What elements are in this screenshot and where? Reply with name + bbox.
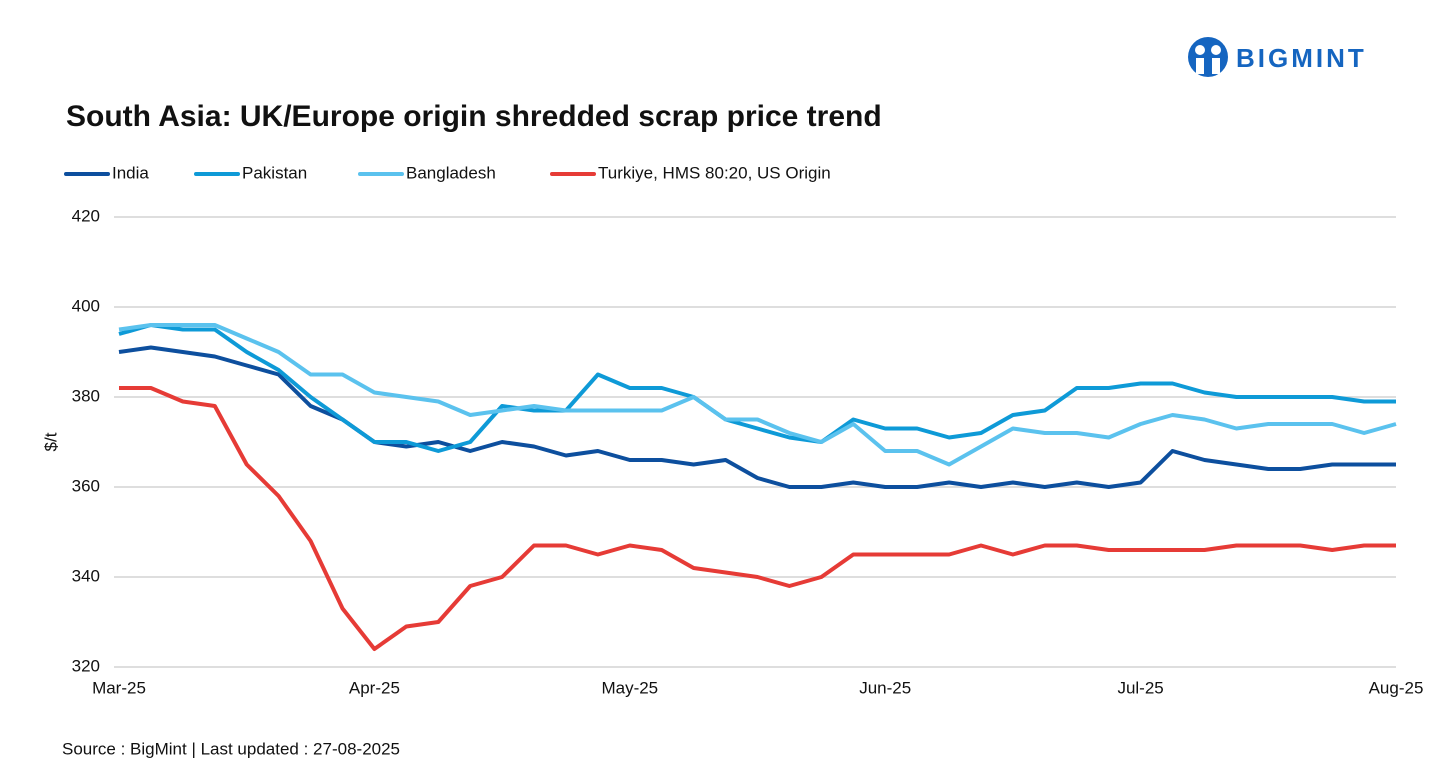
y-tick-label: 380 [72, 386, 100, 405]
y-tick-label: 340 [72, 566, 100, 585]
x-tick-label: Jun-25 [859, 678, 911, 697]
series-line [118, 323, 1396, 453]
series-line [118, 345, 1396, 489]
x-tick-label: May-25 [601, 678, 658, 697]
x-tick-label: Jul-25 [1117, 678, 1163, 697]
source: Source : BigMint | Last updated : 27-08-… [62, 739, 400, 758]
x-tick-label: Aug-25 [1369, 678, 1424, 697]
x-tick-label: Mar-25 [92, 678, 146, 697]
y-tick-label: 420 [72, 206, 100, 225]
x-tick-label: Apr-25 [349, 678, 400, 697]
y-tick-label: 400 [72, 296, 100, 315]
legend-label: Pakistan [242, 163, 307, 182]
y-axis-label: $/t [41, 432, 60, 451]
legend-label: Bangladesh [406, 163, 496, 182]
series-line [118, 323, 1397, 467]
logo-icon [1188, 37, 1228, 77]
y-tick-label: 360 [72, 476, 100, 495]
logo: BIGMINT [1188, 37, 1367, 77]
series-line [119, 386, 1396, 651]
y-tick-label: 320 [72, 656, 100, 675]
legend-label: Turkiye, HMS 80:20, US Origin [598, 163, 831, 182]
chart-title: South Asia: UK/Europe origin shredded sc… [66, 100, 882, 133]
legend-label: India [112, 163, 149, 182]
logo-text: BIGMINT [1236, 43, 1367, 73]
